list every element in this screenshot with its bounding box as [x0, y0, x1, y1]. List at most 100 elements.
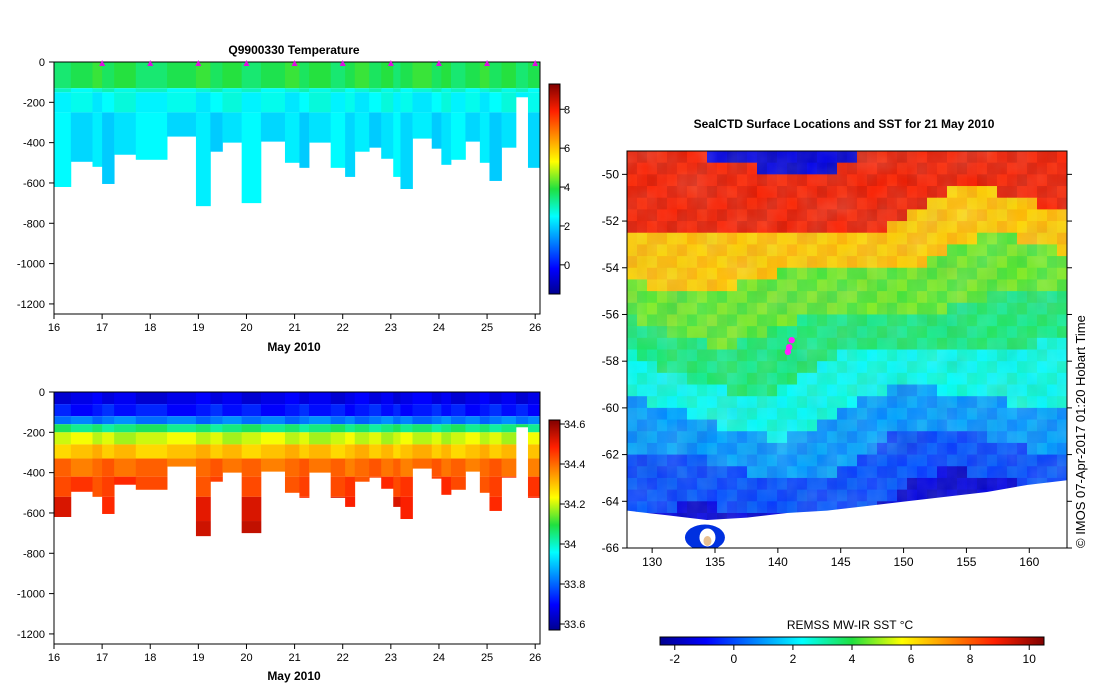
profile-cell	[167, 92, 197, 113]
profile-cell	[381, 424, 394, 433]
x-tick-label: 20	[240, 322, 252, 334]
profile-cell	[54, 458, 72, 477]
profile-cell	[92, 476, 103, 497]
profile-cell	[70, 424, 93, 433]
profile-cell	[195, 444, 211, 459]
profile-cell	[501, 92, 517, 113]
temperature-colorbar	[548, 83, 561, 295]
profile-cell	[527, 416, 540, 425]
profile-cell	[354, 92, 370, 113]
profile-cell	[210, 92, 223, 113]
map-colorbar-tick-label: 4	[849, 652, 856, 666]
profile-cell	[210, 476, 223, 482]
profile-cell	[70, 112, 93, 162]
profile-cell	[489, 392, 502, 405]
y-tick-label: -1200	[17, 629, 45, 641]
profile-cell	[241, 112, 262, 204]
profile-cell	[222, 112, 243, 143]
profile-cell	[479, 458, 490, 477]
profile-cell	[114, 476, 137, 485]
profile-cell	[195, 496, 211, 522]
profile-cell	[527, 458, 540, 477]
profile-cell	[114, 88, 137, 93]
profile-cell	[489, 476, 502, 497]
profile-cell	[114, 92, 137, 113]
profile-cell	[54, 404, 72, 417]
profile-cell	[260, 444, 286, 459]
profile-cell	[412, 444, 433, 459]
x-tick-label: 25	[481, 322, 493, 334]
profile-cell	[400, 392, 413, 405]
profile-cell	[400, 496, 413, 520]
profile-cell	[515, 92, 529, 98]
profile-cell	[241, 416, 262, 425]
profile-cell	[284, 62, 300, 89]
profile-cell	[309, 444, 332, 459]
x-tick-label: 26	[529, 322, 541, 334]
profile-cell	[465, 416, 481, 425]
colorbar-tick-label: 6	[564, 143, 570, 155]
profile-cell	[222, 88, 243, 93]
x-tick-label: 16	[48, 652, 60, 664]
profile-cell	[450, 92, 466, 113]
profile-cell	[345, 424, 356, 433]
profile-cell	[412, 416, 433, 425]
profile-cell	[501, 112, 517, 148]
lat-tick-label: -54	[602, 261, 620, 275]
profile-cell	[393, 62, 401, 89]
profile-cell	[441, 444, 452, 459]
y-tick-label: -600	[23, 178, 45, 190]
profile-cell	[431, 432, 442, 445]
profile-cell	[167, 404, 197, 417]
profile-cell	[381, 112, 394, 159]
profile-cell	[284, 392, 300, 405]
profile-cell	[431, 444, 442, 459]
profile-cell	[167, 424, 197, 433]
profile-cell	[284, 112, 300, 163]
x-tick-label: 18	[144, 652, 156, 664]
profile-cell	[70, 92, 93, 113]
profile-cell	[527, 392, 540, 405]
profile-cell	[70, 458, 93, 477]
profile-cell	[369, 62, 382, 89]
profile-cell	[299, 62, 310, 89]
map-colorbar-tick-label: 10	[1023, 652, 1037, 666]
profile-cell	[527, 62, 540, 89]
profile-cell	[400, 404, 413, 417]
profile-cell	[450, 404, 466, 417]
profile-cell	[260, 416, 286, 425]
colorbar-tick-label: 34.2	[564, 499, 585, 511]
profile-cell	[354, 458, 370, 477]
profile-marker	[484, 60, 491, 66]
profile-cell	[400, 424, 413, 433]
profile-cell	[393, 112, 401, 177]
profile-cell	[299, 476, 310, 497]
profile-cell	[441, 92, 452, 113]
profile-cell	[393, 88, 401, 93]
colorbar-tick-label: 34	[564, 539, 576, 551]
profile-cell	[354, 62, 370, 89]
profile-cell	[241, 432, 262, 445]
profile-cell	[479, 404, 490, 417]
x-tick-label: 24	[433, 652, 445, 664]
profile-cell	[465, 404, 481, 417]
profile-cell	[441, 476, 452, 495]
profile-cell	[114, 444, 137, 459]
profile-cell	[260, 458, 286, 472]
profile-cell	[114, 62, 137, 89]
profile-cell	[54, 416, 72, 425]
profile-cell	[393, 432, 401, 445]
x-tick-label: 16	[48, 322, 60, 334]
profile-cell	[167, 416, 197, 425]
lon-tick-label: 135	[705, 555, 725, 569]
profile-cell	[345, 62, 356, 89]
profile-cell	[284, 432, 300, 445]
map-colorbar-label: REMSS MW-IR SST °C	[787, 618, 914, 632]
y-tick-label: -800	[23, 548, 45, 560]
profile-cell	[330, 432, 346, 445]
profile-cell	[412, 404, 433, 417]
profile-cell	[54, 424, 72, 433]
profile-cell	[330, 392, 346, 405]
profile-cell	[195, 476, 211, 497]
profile-marker	[291, 60, 298, 66]
